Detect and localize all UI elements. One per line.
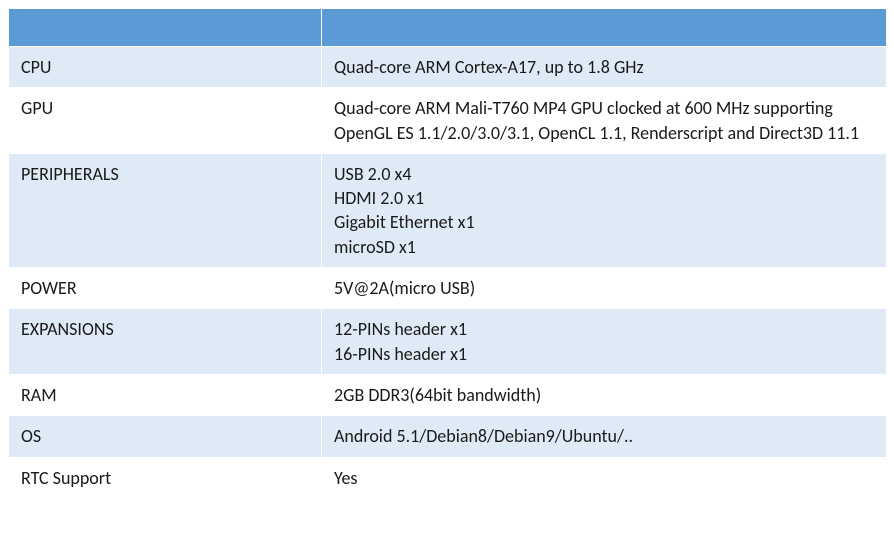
spec-table: CPUQuad-core ARM Cortex-A17, up to 1.8 G… bbox=[8, 8, 887, 499]
spec-value: 2GB DDR3(64bit bandwidth) bbox=[322, 374, 887, 415]
spec-value: Quad-core ARM Cortex-A17, up to 1.8 GHz bbox=[322, 47, 887, 88]
table-header-row bbox=[9, 9, 887, 47]
spec-label: RAM bbox=[9, 374, 322, 415]
spec-label: OS bbox=[9, 416, 322, 457]
spec-label: EXPANSIONS bbox=[9, 309, 322, 375]
spec-value: USB 2.0 x4HDMI 2.0 x1Gigabit Ethernet x1… bbox=[322, 153, 887, 267]
spec-value: Quad-core ARM Mali-T760 MP4 GPU clocked … bbox=[322, 88, 887, 154]
spec-label: RTC Support bbox=[9, 457, 322, 498]
table-row: EXPANSIONS12-PINs header x116-PINs heade… bbox=[9, 309, 887, 375]
spec-value: Android 5.1/Debian8/Debian9/Ubuntu/.. bbox=[322, 416, 887, 457]
spec-label: GPU bbox=[9, 88, 322, 154]
spec-label: PERIPHERALS bbox=[9, 153, 322, 267]
table-row: POWER5V@2A(micro USB) bbox=[9, 268, 887, 309]
spec-value: Yes bbox=[322, 457, 887, 498]
table-header-cell bbox=[322, 9, 887, 47]
spec-value: 12-PINs header x116-PINs header x1 bbox=[322, 309, 887, 375]
table-row: PERIPHERALSUSB 2.0 x4HDMI 2.0 x1Gigabit … bbox=[9, 153, 887, 267]
table-header-cell bbox=[9, 9, 322, 47]
table-row: GPUQuad-core ARM Mali-T760 MP4 GPU clock… bbox=[9, 88, 887, 154]
spec-label: CPU bbox=[9, 47, 322, 88]
table-body: CPUQuad-core ARM Cortex-A17, up to 1.8 G… bbox=[9, 47, 887, 499]
spec-label: POWER bbox=[9, 268, 322, 309]
table-row: OSAndroid 5.1/Debian8/Debian9/Ubuntu/.. bbox=[9, 416, 887, 457]
table-row: RAM2GB DDR3(64bit bandwidth) bbox=[9, 374, 887, 415]
table-row: CPUQuad-core ARM Cortex-A17, up to 1.8 G… bbox=[9, 47, 887, 88]
table-row: RTC SupportYes bbox=[9, 457, 887, 498]
spec-value: 5V@2A(micro USB) bbox=[322, 268, 887, 309]
